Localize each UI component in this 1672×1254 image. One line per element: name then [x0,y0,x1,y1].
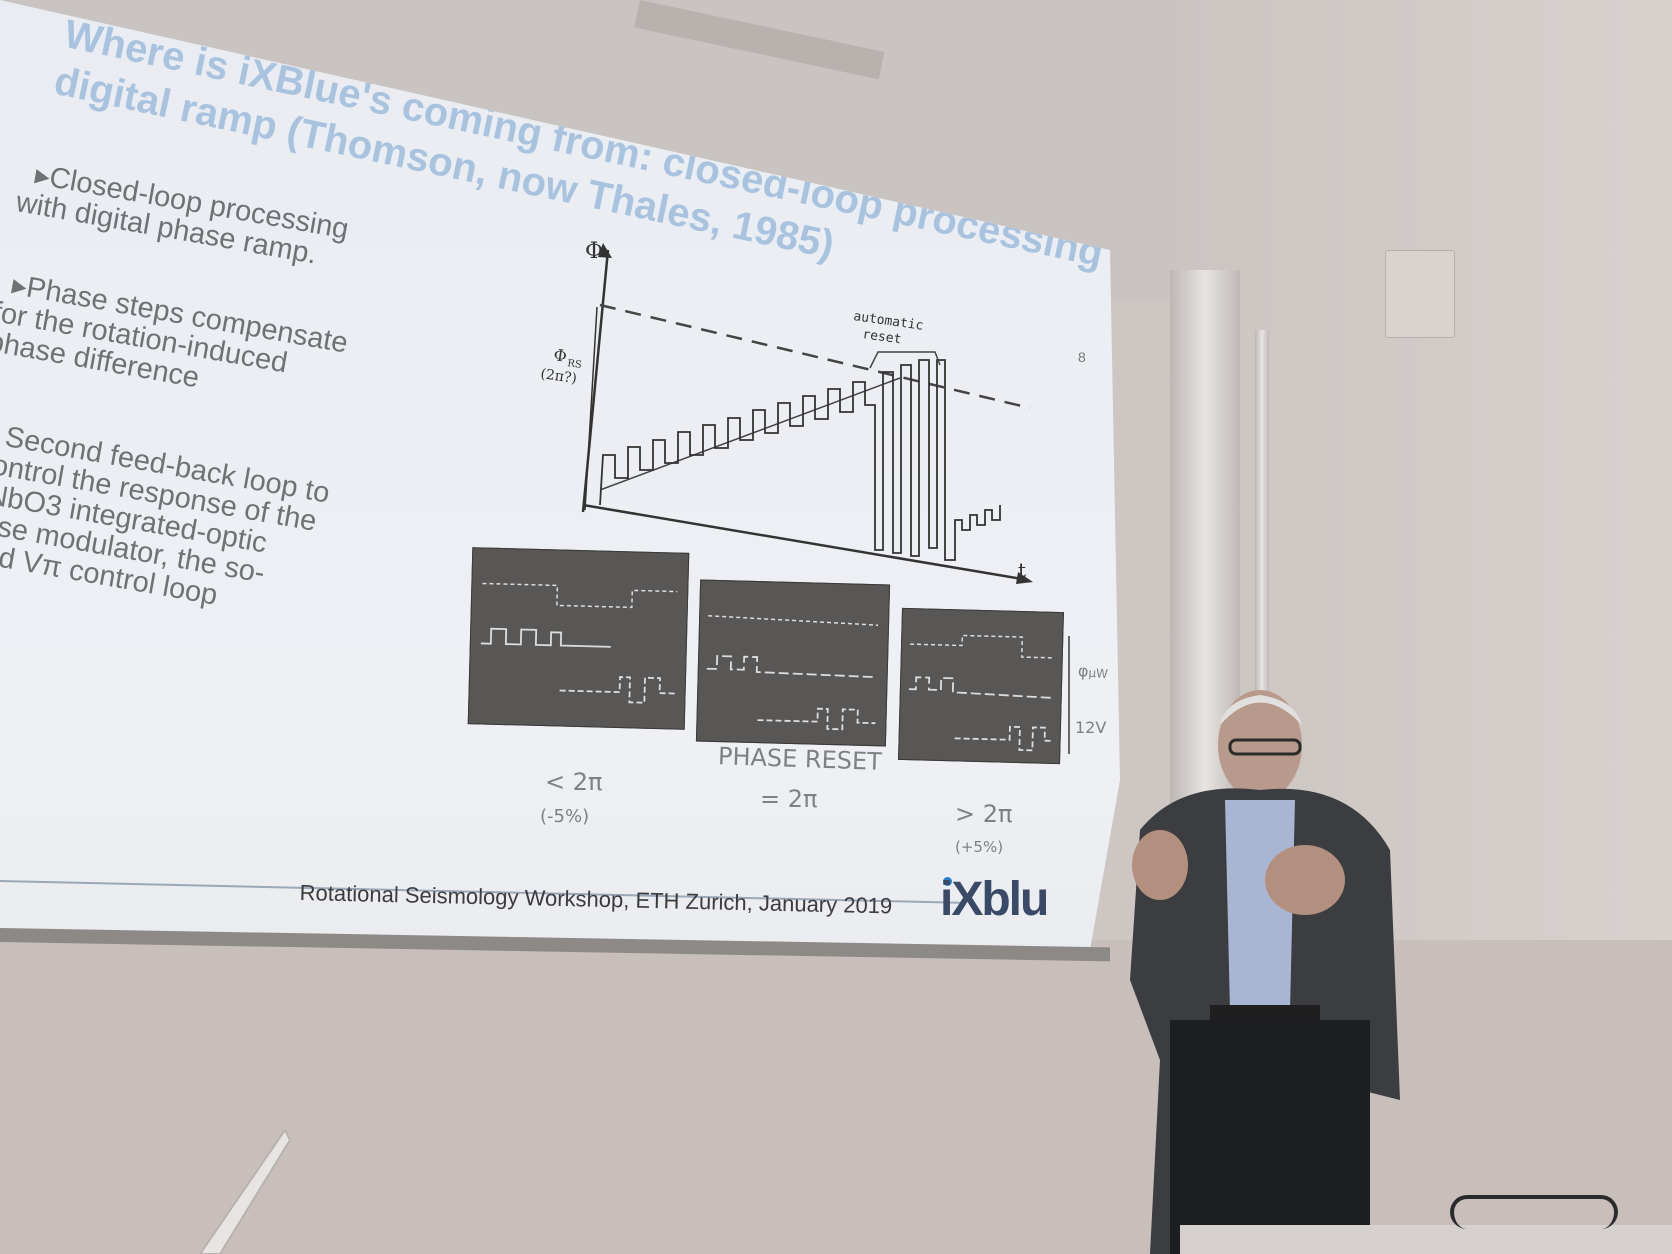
speaker-shirt [1225,800,1295,1010]
x-axis-label: t [1018,558,1026,582]
x-axis [582,503,1029,582]
logo-dot [943,877,952,886]
speaker [1130,690,1400,1254]
speaker-trousers [1170,1020,1370,1254]
oscillogram-left [467,547,690,730]
cable [1450,1195,1618,1229]
center-caption: PHASE RESET [717,742,883,776]
reset-level-label-sub: RS [567,358,583,371]
reset-level-label: Φ [552,345,568,366]
ramp-line [599,377,901,491]
caption-equal: = 2π [760,785,818,813]
annotation-bracket [869,351,941,369]
speaker-glasses [1228,738,1302,756]
trace-center [706,615,879,731]
oscillogram-right [898,607,1064,765]
caption-less: < 2π [545,768,602,796]
desk [1180,1225,1672,1254]
page-number: 8 [1078,349,1086,365]
wall-sensor [1385,250,1455,338]
annotation-line-2: reset [861,327,902,347]
reset-bracket [584,306,598,511]
phase-steps [599,359,1001,561]
reset-level-line [599,303,1031,410]
speaker-belt [1210,1005,1320,1021]
scale-bracket [1068,636,1070,754]
speaker-head [1218,690,1302,800]
caption-greater: > 2π [955,800,1013,828]
y-axis-label: Φ [585,239,603,264]
x-axis-arrow [1016,572,1033,584]
speaker-hand-left [1132,830,1188,900]
speaker-hand-right [1265,845,1345,915]
reset-level-label-2: (2π?) [539,366,577,387]
ixblue-logo: iXblu [940,873,1049,926]
y-axis-arrow [598,243,612,258]
trace-right [908,634,1052,752]
wall-pipe-thin [1255,330,1269,700]
caption-greater-sub: (+5%) [955,838,1004,856]
caption-less-main: < 2π [545,768,603,796]
oscillogram-center [695,579,891,747]
laptop-edge [200,1130,290,1254]
trace-left [480,582,678,704]
caption-less-sub: (-5%) [540,806,590,827]
scale-label-top: φμW [1077,661,1108,682]
speaker-hair [1220,695,1302,725]
scale-label-top-sub: μW [1087,665,1109,682]
scale-label-bottom: 12V [1075,718,1107,737]
